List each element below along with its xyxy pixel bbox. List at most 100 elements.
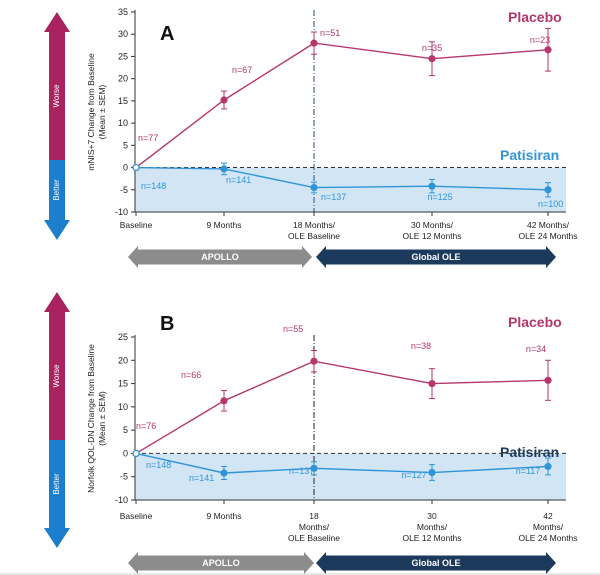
n-label: n=34 [526, 344, 546, 354]
y-tick-label: 15 [118, 96, 128, 106]
y-tick-label: 15 [118, 379, 128, 389]
n-label: n=35 [422, 43, 442, 53]
n-label: n=55 [283, 324, 303, 334]
data-point [544, 186, 552, 194]
global-ole-phase-arrow [316, 246, 556, 268]
n-label: n=141 [189, 473, 214, 483]
data-point [220, 397, 228, 405]
x-tick-label: 30 [427, 511, 437, 521]
x-tick-label: OLE 12 Months [402, 231, 461, 241]
n-label: n=125 [427, 192, 452, 202]
legend-placebo: Placebo [508, 314, 562, 330]
n-label: n=137 [289, 466, 314, 476]
better-label: Better [52, 473, 61, 495]
data-point [428, 182, 436, 190]
panel-B: Worse Better Norfolk QOL-DN Change from Ba… [44, 292, 578, 574]
x-tick-label: 30 Months/ [411, 220, 454, 230]
y-tick-label: 5 [123, 425, 128, 435]
y-axis-label-line1: mNIS+7 Change from Baseline [86, 53, 96, 171]
data-point [220, 96, 228, 104]
global-ole-phase-label: Global OLE [411, 252, 460, 262]
y-tick-label: -5 [120, 185, 128, 195]
data-point [428, 55, 436, 63]
n-label: n=77 [138, 133, 158, 143]
better-arrow [44, 160, 70, 240]
n-label: n=141 [226, 175, 251, 185]
x-tick-label: Months/ [533, 522, 564, 532]
n-label: n=23 [530, 35, 550, 45]
n-label: n=137 [321, 192, 346, 202]
y-tick-label: -10 [115, 495, 128, 505]
x-tick-label: OLE Baseline [288, 231, 340, 241]
n-label: n=76 [136, 421, 156, 431]
better-label: Better [52, 179, 61, 201]
x-tick-label: OLE 12 Months [402, 533, 461, 543]
y-axis-label-line2: (Mean ± SEM) [97, 84, 107, 139]
y-tick-label: 20 [118, 355, 128, 365]
panel-A: Worse Better mNIS+7 Change from Baseline(M… [44, 7, 578, 268]
n-label: n=100 [538, 199, 563, 209]
apollo-phase-label: APOLLO [202, 558, 240, 568]
apollo-phase-arrow [128, 246, 312, 268]
data-point [132, 449, 140, 458]
global-ole-phase-arrow [316, 552, 556, 574]
legend-placebo: Placebo [508, 9, 562, 25]
x-tick-label: OLE 24 Months [518, 231, 577, 241]
data-point [428, 379, 436, 388]
n-label: n=67 [232, 65, 252, 75]
series-patisiran: n=148 n=141 n=137 n=127 n=117 [132, 449, 552, 483]
y-axis-label: Norfolk QOL-DN Change from Baseline(Mean… [86, 344, 107, 493]
y-axis-label-line1: Norfolk QOL-DN Change from Baseline [86, 344, 96, 493]
x-tick-label: 42 Months/ [527, 220, 570, 230]
y-tick-label: 5 [123, 140, 128, 150]
data-point [220, 165, 228, 173]
data-point [132, 163, 140, 172]
x-tick-label: 9 Months [207, 220, 242, 230]
data-point [544, 46, 552, 54]
y-tick-label: 25 [118, 332, 128, 342]
data-point [310, 183, 318, 192]
data-point [544, 462, 552, 471]
x-tick-label: 9 Months [207, 511, 242, 521]
y-tick-label: 30 [118, 29, 128, 39]
x-tick-label: 42 [543, 511, 553, 521]
x-tick-label: 18 Months/ [293, 220, 336, 230]
y-tick-label: 0 [123, 448, 128, 458]
x-tick-label: 18 [309, 511, 319, 521]
x-tick-label: Months/ [299, 522, 330, 532]
n-label: n=148 [146, 460, 171, 470]
legend-patisiran: Patisiran [500, 147, 559, 163]
y-tick-label: 20 [118, 74, 128, 84]
data-point [544, 376, 552, 384]
x-tick-label: OLE Baseline [288, 533, 340, 543]
n-label: n=148 [141, 181, 166, 191]
series-placebo: n=77 n=67 n=51 n=35 n=23 [132, 27, 552, 172]
worse-arrow [44, 12, 70, 160]
data-point [428, 468, 436, 477]
x-tick-label: Months/ [417, 522, 448, 532]
x-tick-label: Baseline [120, 511, 153, 521]
y-tick-label: 10 [118, 402, 128, 412]
shaded-region-below-zero [135, 453, 566, 500]
data-point [310, 357, 318, 365]
x-tick-label: OLE 24 Months [518, 533, 577, 543]
shaded-region-below-zero [135, 167, 566, 212]
n-label: n=38 [411, 341, 431, 351]
apollo-phase-label: APOLLO [201, 252, 239, 262]
data-point [310, 39, 318, 47]
worse-label: Worse [52, 364, 61, 388]
n-label: n=66 [181, 370, 201, 380]
y-tick-label: -10 [115, 207, 128, 217]
y-axis-label: mNIS+7 Change from Baseline(Mean ± SEM) [86, 53, 107, 171]
y-tick-label: 25 [118, 51, 128, 61]
series-patisiran: n=148 n=141 n=137 n=125 n=100 [132, 162, 563, 209]
panel-label: B [160, 313, 174, 335]
worse-label: Worse [52, 84, 61, 108]
y-tick-label: -5 [120, 472, 128, 482]
y-tick-label: 0 [123, 163, 128, 173]
global-ole-phase-label: Global OLE [411, 558, 460, 568]
n-label: n=51 [320, 28, 340, 38]
y-tick-label: 10 [118, 118, 128, 128]
y-axis-label-line2: (Mean ± SEM) [97, 391, 107, 446]
worse-arrow [44, 292, 70, 440]
